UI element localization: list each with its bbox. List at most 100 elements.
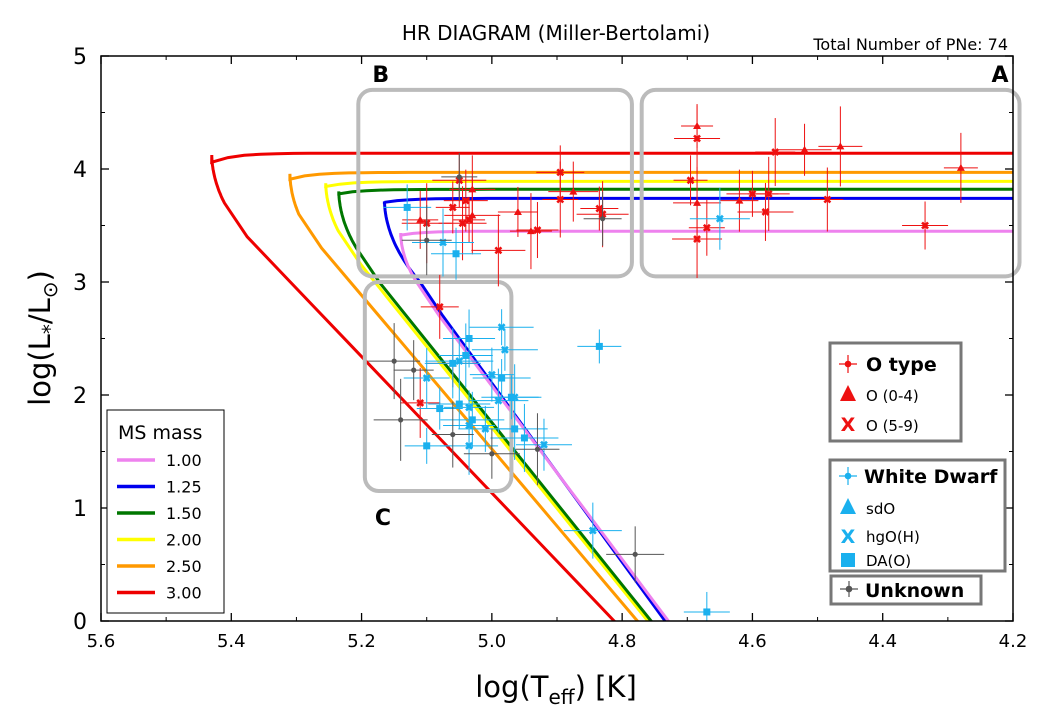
o-type-point <box>755 118 796 187</box>
white-dwarf-point <box>683 591 730 621</box>
white-dwarf-point <box>403 348 450 409</box>
y-tick-label: 1 <box>73 497 87 522</box>
white-dwarf-point <box>424 328 481 399</box>
white-dwarf-marker <box>422 374 431 382</box>
o-type-point <box>471 214 526 287</box>
y-tick-label: 0 <box>73 610 87 635</box>
track-1-50 <box>337 187 1013 621</box>
white-dwarf-point <box>689 187 750 250</box>
white-dwarf-point <box>471 328 538 371</box>
unknown-point <box>463 428 520 479</box>
o-type-marker <box>764 189 773 198</box>
white-dwarf-marker <box>520 434 528 442</box>
o-type-marker <box>468 185 477 193</box>
unknown-point <box>515 413 560 486</box>
otype-late-label: O (5-9) <box>866 417 919 435</box>
o-type-marker <box>956 163 965 171</box>
o-type-marker <box>494 246 503 255</box>
y-tick-label: 5 <box>73 45 87 70</box>
white-dwarf-marker <box>511 425 519 433</box>
o-type-marker <box>461 196 470 205</box>
o-type-point <box>811 167 844 232</box>
x-tick-label: 4.8 <box>608 631 637 652</box>
y-tick-label: 3 <box>73 271 87 296</box>
mass-legend-items: 1.00 1.25 1.50 2.00 2.50 3.00 <box>117 451 202 603</box>
white-dwarf-marker <box>540 440 548 449</box>
unknown-point <box>401 205 452 276</box>
o-type-point <box>453 196 486 243</box>
white-dwarf-point <box>490 403 559 472</box>
unknown-point <box>368 323 421 400</box>
white-dwarf-point <box>469 347 514 402</box>
region-box-b <box>356 87 634 279</box>
track-3-00 <box>210 151 1013 621</box>
o-type-point <box>516 202 559 259</box>
region-box-a <box>639 87 1022 279</box>
white-dwarf-point <box>440 416 499 475</box>
white-dwarf-marker <box>481 424 490 433</box>
o-type-marker <box>693 235 701 243</box>
o-type-point <box>747 156 790 231</box>
white-dwarf-marker <box>423 442 431 450</box>
mass-legend-label: 2.00 <box>166 531 202 550</box>
unknown-legend-marker <box>845 585 853 593</box>
unknown-legend-box <box>829 574 983 606</box>
white-dwarf-marker <box>497 323 506 332</box>
o-type-marker <box>556 195 565 204</box>
o-type-marker <box>465 215 473 224</box>
o-type-point <box>943 132 978 203</box>
total-count-note: Total Number of PNe: 74 <box>812 35 1008 54</box>
x-tick-label: 5.0 <box>478 631 507 652</box>
o-type-marker <box>513 207 522 215</box>
y-tick-label: 2 <box>73 384 87 409</box>
unknown-point <box>606 526 665 583</box>
chart-title: HR DIAGRAM (Miller-Bertolami) <box>402 21 710 45</box>
hgo-x-icon: X <box>841 526 856 548</box>
unknown-marker <box>489 451 495 457</box>
unknown-marker <box>534 446 541 452</box>
sdo-triangle-icon <box>840 498 856 514</box>
o-type-marker <box>458 219 467 228</box>
evolutionary-tracks <box>210 151 1013 621</box>
wd-legend-title: White Dwarf <box>864 466 998 488</box>
white-dwarf-point <box>515 418 572 471</box>
o-type-point <box>400 367 441 438</box>
mass-legend-label: 1.25 <box>166 478 202 497</box>
o-type-point <box>674 105 721 172</box>
o-type-marker <box>735 196 744 204</box>
unknown-marker <box>600 216 606 222</box>
dao-square-icon <box>841 553 855 567</box>
track-2-00 <box>324 179 1013 621</box>
otype-early-label: O (0-4) <box>866 387 919 405</box>
x-axis-label: log(Teff) [K] <box>475 670 637 709</box>
unknown-marker <box>450 431 456 438</box>
o-type-point <box>673 155 708 206</box>
x-axis-label-sub: eff <box>548 685 575 709</box>
o-type-marker <box>836 142 845 150</box>
data-points <box>368 104 978 621</box>
o-type-point <box>509 193 552 270</box>
o-type-marker <box>800 145 809 153</box>
o-type-marker <box>533 226 542 234</box>
o-type-marker <box>416 398 425 407</box>
o-type-marker <box>693 134 701 143</box>
white-dwarf-marker <box>494 396 503 405</box>
unknown-marker <box>411 367 417 373</box>
white-dwarf-marker <box>452 250 460 258</box>
o-type-point <box>688 199 725 256</box>
o-type-marker <box>771 148 780 156</box>
otype-legend-box <box>828 341 963 443</box>
otype-legend-title: O type <box>866 354 937 376</box>
white-dwarf-marker <box>465 335 473 342</box>
white-dwarf-marker <box>498 374 506 382</box>
o-type-marker <box>595 204 604 213</box>
white-dwarf-point <box>438 323 493 388</box>
o-type-marker <box>921 221 929 230</box>
white-dwarf-marker <box>468 416 476 424</box>
mass-legend: MS mass 1.00 1.25 1.50 2.00 2.50 3.00 <box>106 409 225 614</box>
o-type-marker <box>823 195 832 204</box>
unknown-marker <box>632 551 638 557</box>
white-dwarf-point <box>468 368 529 433</box>
white-dwarf-marker <box>715 214 724 223</box>
mass-legend-label: 3.00 <box>166 584 202 603</box>
